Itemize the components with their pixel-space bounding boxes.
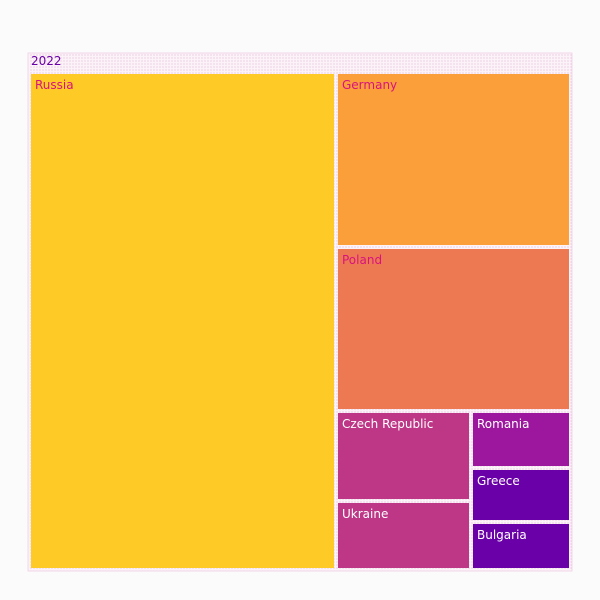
tile-rect-germany[interactable] xyxy=(338,74,569,245)
tile-russia[interactable]: Russia xyxy=(31,74,334,568)
tiles-group: Russia Germany Poland Czech Republic Ukraine… xyxy=(31,74,569,568)
tile-bulgaria[interactable]: Bulgaria xyxy=(473,524,569,568)
tile-romania[interactable]: Romania xyxy=(473,413,569,466)
tile-label-czech-republic: Czech Republic xyxy=(342,417,433,431)
tile-label-poland: Poland xyxy=(342,253,382,267)
tile-czech-republic[interactable]: Czech Republic xyxy=(338,413,469,499)
tile-label-germany: Germany xyxy=(342,78,397,92)
tile-rect-bulgaria[interactable] xyxy=(473,524,569,568)
tile-rect-russia[interactable] xyxy=(31,74,334,568)
tile-germany[interactable]: Germany xyxy=(338,74,569,245)
tile-rect-greece[interactable] xyxy=(473,470,569,520)
tile-rect-romania[interactable] xyxy=(473,413,569,466)
tile-poland[interactable]: Poland xyxy=(338,249,569,409)
tile-rect-czech-republic[interactable] xyxy=(338,413,469,499)
tile-label-greece: Greece xyxy=(477,474,520,488)
root-label: 2022 xyxy=(31,54,62,68)
tile-greece[interactable]: Greece xyxy=(473,470,569,520)
tile-rect-poland[interactable] xyxy=(338,249,569,409)
tile-rect-ukraine[interactable] xyxy=(338,503,469,568)
tile-ukraine[interactable]: Ukraine xyxy=(338,503,469,568)
tile-label-ukraine: Ukraine xyxy=(342,507,388,521)
tile-label-romania: Romania xyxy=(477,417,529,431)
tile-label-russia: Russia xyxy=(35,78,74,92)
tile-label-bulgaria: Bulgaria xyxy=(477,528,527,542)
